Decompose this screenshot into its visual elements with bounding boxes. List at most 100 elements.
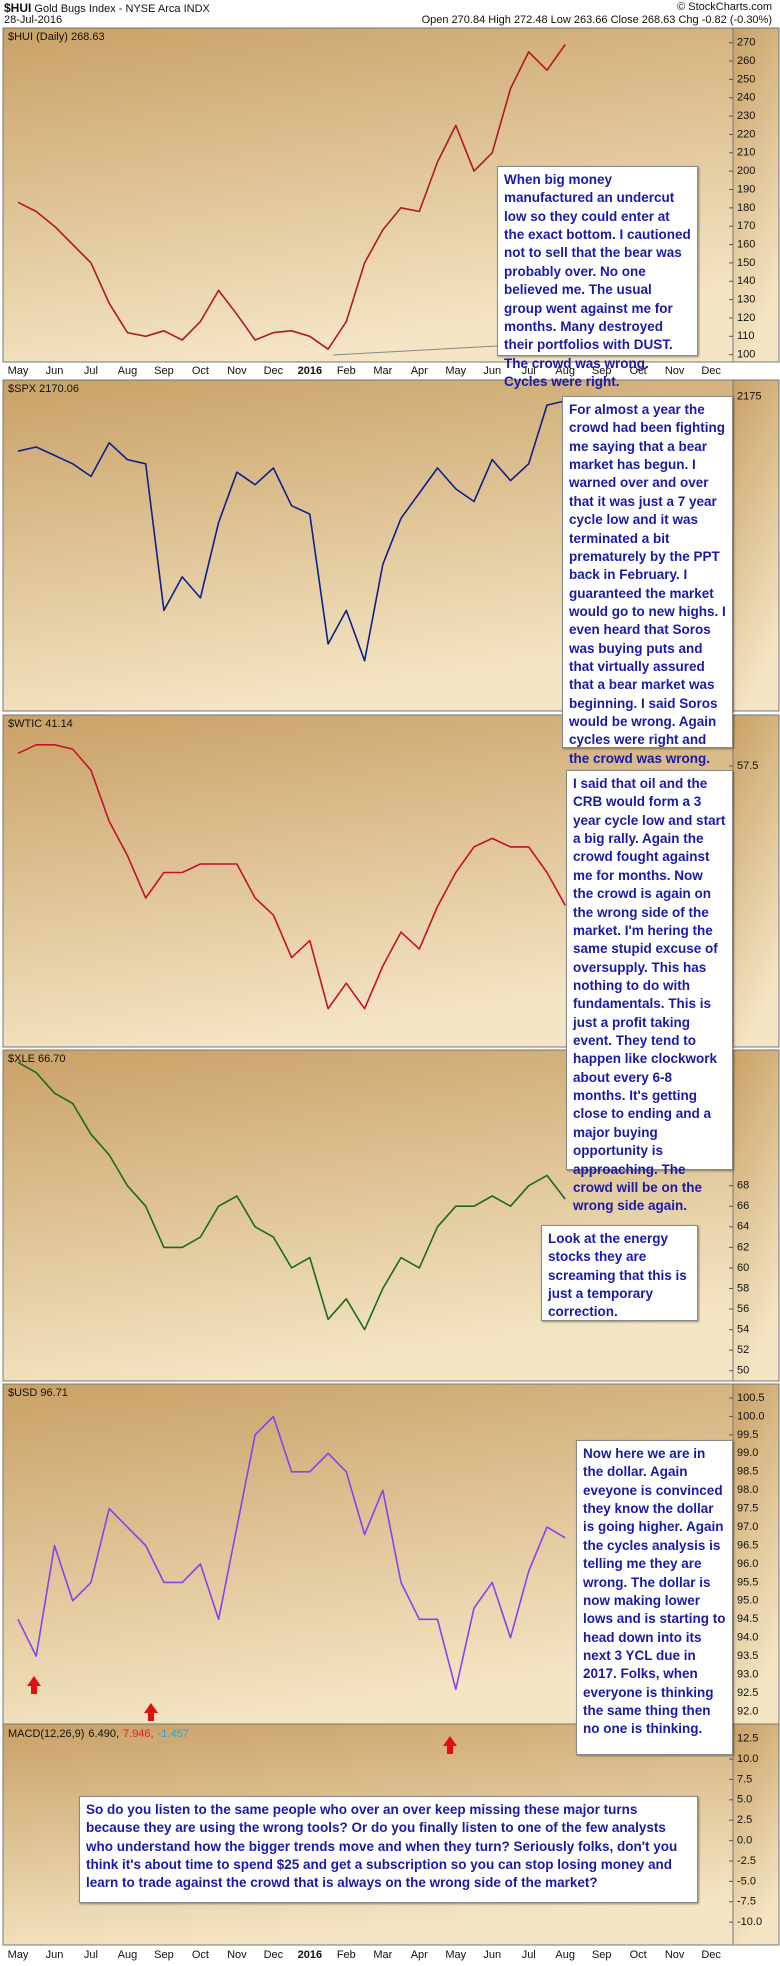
- y-tick-label: 200: [737, 165, 755, 177]
- y-tick-label: 94.5: [737, 1613, 758, 1625]
- annotation: So do you listen to the same people who …: [79, 1796, 698, 1903]
- y-tick-label: 260: [737, 55, 755, 67]
- x-tick-label: Apr: [411, 365, 428, 377]
- y-tick-label: 270: [737, 37, 755, 49]
- y-tick-label: 66: [737, 1200, 749, 1212]
- x-tick-label: Jun: [46, 1949, 64, 1961]
- panel-title: $USD 96.71: [8, 1387, 68, 1399]
- y-tick-label: 7.5: [737, 1773, 752, 1785]
- x-tick-label: Oct: [192, 1949, 209, 1961]
- panel-title: $HUI (Daily) 268.63: [8, 31, 105, 43]
- x-tick-label: Sep: [592, 1949, 612, 1961]
- x-tick-label: Oct: [630, 1949, 647, 1961]
- y-tick-label: 230: [737, 110, 755, 122]
- x-axis-band: [0, 1945, 780, 1966]
- x-tick-label: Jun: [46, 365, 64, 377]
- y-tick-label: 54: [737, 1324, 749, 1336]
- credit: © StockCharts.com: [677, 1, 772, 13]
- y-tick-label: 62: [737, 1241, 749, 1253]
- y-tick-label: 12.5: [737, 1733, 758, 1745]
- y-tick-label: 250: [737, 73, 755, 85]
- x-tick-label: Aug: [555, 1949, 575, 1961]
- panel-title-part: 6.490,: [88, 1728, 119, 1740]
- y-tick-label: 100: [737, 349, 755, 361]
- y-tick-label: 96.0: [737, 1558, 758, 1570]
- x-tick-label: Oct: [192, 365, 209, 377]
- y-tick-label: 97.5: [737, 1503, 758, 1515]
- x-tick-label: Jul: [84, 365, 98, 377]
- x-tick-label: 2016: [298, 365, 322, 377]
- y-tick-label: 160: [737, 238, 755, 250]
- arrow: [443, 1736, 457, 1754]
- x-tick-label: Jul: [522, 1949, 536, 1961]
- y-tick-label: 150: [737, 257, 755, 269]
- y-tick-label: 130: [737, 294, 755, 306]
- panel-title-part: MACD(12,26,9): [8, 1728, 84, 1740]
- price-line: [17, 400, 566, 662]
- axis-background: [732, 1383, 780, 1725]
- arrow: [144, 1703, 158, 1721]
- x-tick-label: Sep: [154, 365, 174, 377]
- axis-background: [732, 27, 780, 363]
- x-tick-label: Feb: [337, 1949, 356, 1961]
- x-tick-label: Dec: [264, 1949, 284, 1961]
- panel-title-part: -1.457: [158, 1728, 189, 1740]
- y-tick-label: -5.0: [737, 1875, 756, 1887]
- x-tick-label: Oct: [630, 365, 647, 377]
- y-tick-label: 2.5: [737, 1814, 752, 1826]
- y-tick-label: 99.0: [737, 1447, 758, 1459]
- y-tick-label: 0.0: [737, 1835, 752, 1847]
- x-tick-label: Apr: [411, 1949, 428, 1961]
- y-tick-label: 50: [737, 1365, 749, 1377]
- x-tick-label: Aug: [118, 1949, 138, 1961]
- y-tick-label: 10.0: [737, 1753, 758, 1765]
- panel-title: $XLE 66.70: [8, 1053, 66, 1065]
- x-tick-label: Jun: [483, 365, 501, 377]
- x-tick-label: Nov: [227, 1949, 247, 1961]
- y-tick-label: 99.5: [737, 1429, 758, 1441]
- x-tick-label: Aug: [555, 365, 575, 377]
- y-tick-label: 100.0: [737, 1410, 765, 1422]
- y-tick-label: 240: [737, 92, 755, 104]
- axis-background: [732, 379, 780, 712]
- y-tick-label: 170: [737, 220, 755, 232]
- x-tick-label: 2016: [298, 1949, 322, 1961]
- y-tick-label: 110: [737, 330, 755, 342]
- header-line: $HUI Gold Bugs Index - NYSE Arca INDX: [4, 1, 210, 15]
- y-tick-label: 97.0: [737, 1521, 758, 1533]
- index-name: Gold Bugs Index - NYSE Arca INDX: [34, 3, 210, 15]
- y-tick-label: -10.0: [737, 1916, 762, 1928]
- y-tick-label: 92.5: [737, 1687, 758, 1699]
- x-tick-label: May: [8, 1949, 29, 1961]
- x-tick-label: Feb: [337, 365, 356, 377]
- annotation: For almost a year the crowd had been fig…: [562, 396, 733, 766]
- y-tick-label: 180: [737, 202, 755, 214]
- x-tick-label: Sep: [154, 1949, 174, 1961]
- axis-background: [732, 1723, 780, 1946]
- price-line: [17, 1415, 566, 1691]
- x-tick-label: Dec: [264, 365, 284, 377]
- x-tick-label: Jul: [84, 1949, 98, 1961]
- y-tick-label: 93.5: [737, 1650, 758, 1662]
- y-tick-label: 60: [737, 1262, 749, 1274]
- x-tick-label: May: [445, 365, 466, 377]
- y-tick-label: 190: [737, 183, 755, 195]
- y-tick-label: 58: [737, 1282, 749, 1294]
- y-tick-label: 120: [737, 312, 755, 324]
- panel-title: $SPX 2170.06: [8, 383, 79, 395]
- x-tick-label: Mar: [373, 365, 392, 377]
- y-tick-label: 100.5: [737, 1392, 765, 1404]
- panel-title: $WTIC 41.14: [8, 718, 73, 730]
- y-tick-label: 68: [737, 1180, 749, 1192]
- y-tick-label: 56: [737, 1303, 749, 1315]
- x-tick-label: Nov: [665, 1949, 685, 1961]
- annotation: Now here we are in the dollar. Again eve…: [576, 1440, 733, 1755]
- y-tick-label: 94.0: [737, 1632, 758, 1644]
- arrow: [27, 1676, 41, 1694]
- x-tick-label: Aug: [118, 365, 138, 377]
- x-tick-label: Nov: [665, 365, 685, 377]
- y-tick-label: -2.5: [737, 1855, 756, 1867]
- x-tick-label: Nov: [227, 365, 247, 377]
- panel-title: MACD(12,26,9) 6.490, 7.946, -1.457: [8, 1728, 189, 1740]
